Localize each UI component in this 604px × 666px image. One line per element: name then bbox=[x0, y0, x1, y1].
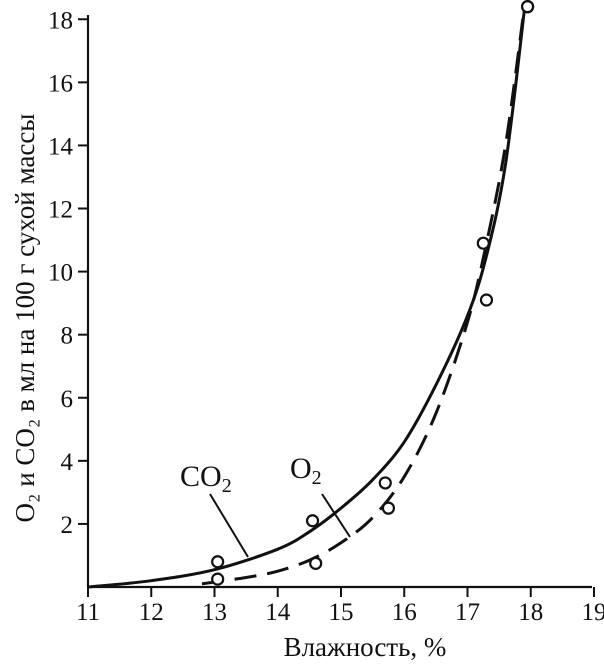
y-tick-label: 16 bbox=[48, 70, 73, 97]
y-tick-label: 12 bbox=[48, 197, 73, 224]
x-tick-label: 18 bbox=[518, 599, 543, 626]
o2-data-point bbox=[520, 0, 535, 14]
y-tick-label: 8 bbox=[61, 323, 74, 350]
x-ticks: 11 12 13 14 15 16 17 18 19 bbox=[76, 587, 604, 626]
co2-data-point bbox=[479, 293, 494, 307]
o2-data-point bbox=[309, 556, 323, 570]
x-axis-title: Влажность, % bbox=[284, 632, 447, 662]
o2-curve bbox=[201, 6, 526, 586]
co2-data-point bbox=[378, 476, 392, 490]
co2-label-main: CO bbox=[180, 460, 222, 493]
co2-series-label: CO2 bbox=[180, 460, 232, 497]
o2-label-pointer bbox=[321, 493, 351, 538]
chart-curves bbox=[87, 6, 526, 589]
x-tick-label: 14 bbox=[265, 599, 291, 626]
chart-points bbox=[211, 0, 535, 586]
co2-label-sub: 2 bbox=[222, 475, 232, 497]
x-tick-label: 16 bbox=[392, 599, 417, 626]
x-tick-label: 19 bbox=[582, 599, 604, 626]
o2-label-main: O bbox=[290, 452, 312, 485]
series-labels: CO2 O2 bbox=[180, 452, 351, 558]
y-tick-label: 6 bbox=[61, 386, 74, 413]
co2-data-point bbox=[305, 514, 320, 528]
y-tick-label: 4 bbox=[61, 449, 74, 476]
x-tick-label: 17 bbox=[455, 599, 480, 626]
x-tick-label: 12 bbox=[139, 599, 164, 626]
co2-label-pointer bbox=[209, 493, 249, 558]
x-tick-label: 13 bbox=[202, 599, 227, 626]
y-tick-label: 14 bbox=[48, 133, 74, 160]
o2-data-point bbox=[476, 236, 490, 250]
chart-axes bbox=[86, 15, 592, 589]
x-tick-label: 11 bbox=[76, 599, 100, 626]
o2-data-point bbox=[381, 501, 396, 515]
y-axis-title: O₂ и CO₂ в мл на 100 г сухой массы bbox=[10, 114, 40, 523]
co2-data-point bbox=[211, 555, 225, 569]
x-tick-label: 15 bbox=[329, 599, 354, 626]
o2-label-sub: 2 bbox=[312, 467, 322, 489]
y-tick-label: 18 bbox=[48, 7, 73, 34]
y-ticks: 2 4 6 8 10 12 14 16 18 bbox=[48, 7, 88, 539]
o2-data-point bbox=[211, 572, 225, 586]
y-tick-label: 2 bbox=[61, 512, 74, 539]
o2-series-label: O2 bbox=[290, 452, 322, 489]
co2-curve bbox=[87, 9, 526, 589]
y-tick-label: 10 bbox=[48, 260, 73, 287]
